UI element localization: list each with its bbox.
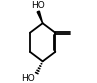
Text: HO: HO <box>31 1 44 10</box>
Text: HO: HO <box>21 74 35 83</box>
Polygon shape <box>37 11 43 23</box>
